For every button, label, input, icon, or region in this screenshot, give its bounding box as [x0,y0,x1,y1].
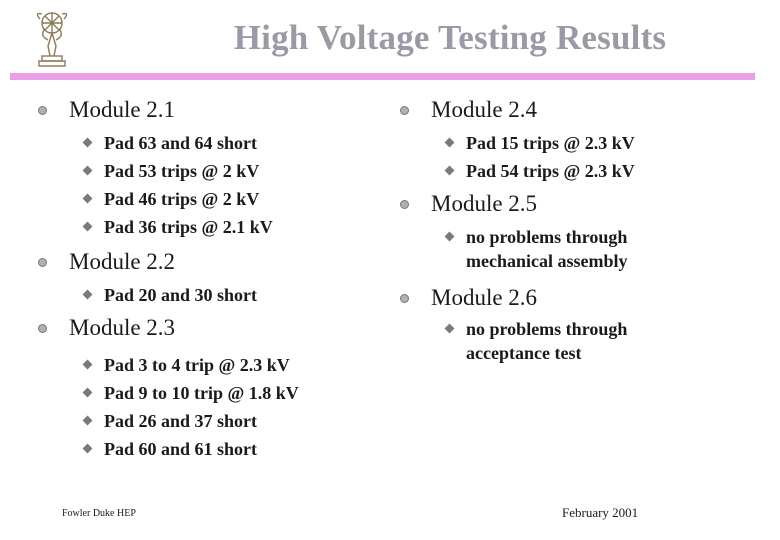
module-2-2: Module 2.2 Pad 20 and 30 short [38,247,378,307]
list-item: Pad 15 trips @ 2.3 kV [444,131,770,155]
module-2-4: Module 2.4 Pad 15 trips @ 2.3 kV Pad 54 … [400,95,770,183]
round-bullet-icon [400,105,409,115]
round-bullet-icon [38,105,47,115]
round-bullet-icon [400,199,409,209]
module-item-list: no problems through acceptance test [400,317,770,365]
diamond-bullet-icon [444,231,455,242]
emmy-statuette-logo-icon [36,12,68,67]
diamond-bullet-icon [82,443,93,454]
diamond-bullet-icon [82,289,93,300]
round-bullet-icon [400,293,409,303]
module-2-6: Module 2.6 no problems through acceptance… [400,283,770,365]
module-heading: Module 2.4 [431,97,538,122]
list-item: Pad 46 trips @ 2 kV [82,187,378,211]
diamond-bullet-icon [444,137,455,148]
left-column: Module 2.1 Pad 63 and 64 short Pad 53 tr… [38,95,378,461]
right-column: Module 2.4 Pad 15 trips @ 2.3 kV Pad 54 … [400,95,770,365]
module-2-1: Module 2.1 Pad 63 and 64 short Pad 53 tr… [38,95,378,239]
footer-author: Fowler Duke HEP [62,508,136,519]
module-item-list: Pad 3 to 4 trip @ 2.3 kV Pad 9 to 10 tri… [38,353,378,461]
round-bullet-icon [38,323,47,333]
list-item: Pad 20 and 30 short [82,283,378,307]
diamond-bullet-icon [82,193,93,204]
diamond-bullet-icon [82,415,93,426]
diamond-bullet-icon [82,221,93,232]
module-heading: Module 2.3 [69,315,176,340]
list-item: Pad 63 and 64 short [82,131,378,155]
diamond-bullet-icon [82,137,93,148]
page-title: High Voltage Testing Results [233,18,667,57]
list-item: no problems through mechanical assembly [444,225,770,273]
list-item: no problems through acceptance test [444,317,770,365]
diamond-bullet-icon [82,387,93,398]
list-item: Pad 36 trips @ 2.1 kV [82,215,378,239]
module-item-list: Pad 63 and 64 short Pad 53 trips @ 2 kV … [38,131,378,239]
list-item: Pad 54 trips @ 2.3 kV [444,159,770,183]
module-item-list: Pad 20 and 30 short [38,283,378,307]
diamond-bullet-icon [82,165,93,176]
module-heading: Module 2.1 [69,97,176,122]
module-2-3: Module 2.3 Pad 3 to 4 trip @ 2.3 kV Pad … [38,313,378,461]
title-divider [10,73,755,80]
diamond-bullet-icon [444,323,455,334]
list-item: Pad 26 and 37 short [82,409,378,433]
list-item: Pad 53 trips @ 2 kV [82,159,378,183]
module-item-list: Pad 15 trips @ 2.3 kV Pad 54 trips @ 2.3… [400,131,770,183]
round-bullet-icon [38,257,47,267]
diamond-bullet-icon [444,165,455,176]
list-item: Pad 60 and 61 short [82,437,378,461]
module-item-list: no problems through mechanical assembly [400,225,770,273]
diamond-bullet-icon [82,359,93,370]
module-heading: Module 2.6 [431,285,538,310]
footer-date: February 2001 [562,505,639,520]
module-2-5: Module 2.5 no problems through mechanical… [400,189,770,273]
module-heading: Module 2.2 [69,249,176,274]
list-item: Pad 3 to 4 trip @ 2.3 kV [82,353,378,377]
module-heading: Module 2.5 [431,191,538,216]
list-item: Pad 9 to 10 trip @ 1.8 kV [82,381,378,405]
